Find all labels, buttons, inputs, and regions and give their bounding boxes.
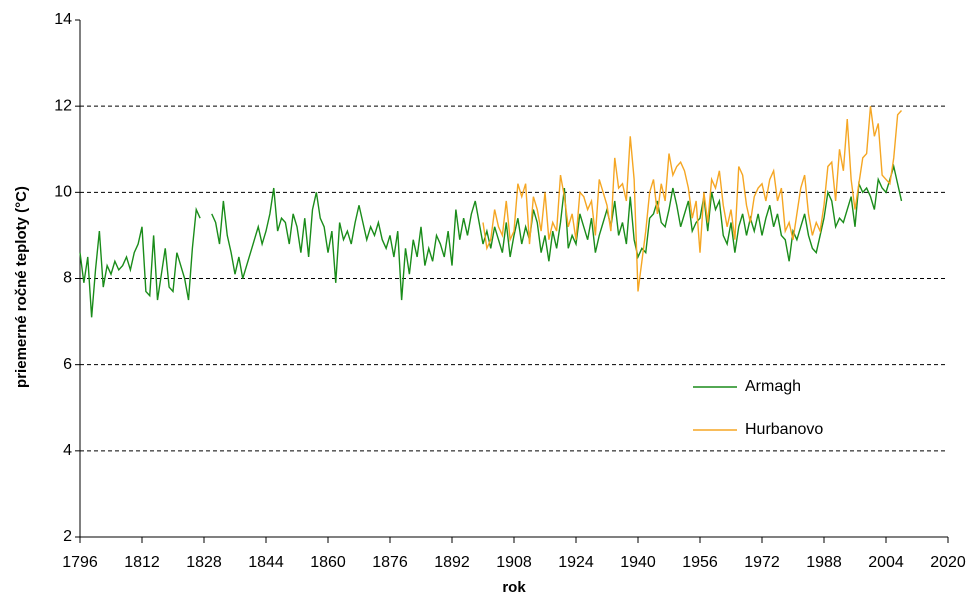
series-line bbox=[482, 106, 903, 292]
y-tick-label: 4 bbox=[63, 442, 72, 459]
x-tick-label: 1892 bbox=[434, 554, 470, 571]
x-tick-label: 2020 bbox=[930, 554, 966, 571]
x-tick-label: 1988 bbox=[806, 554, 842, 571]
x-tick-label: 1812 bbox=[124, 554, 160, 571]
x-tick-label: 1972 bbox=[744, 554, 780, 571]
x-tick-label: 1924 bbox=[558, 554, 594, 571]
x-tick-label: 2004 bbox=[868, 554, 904, 571]
y-tick-label: 12 bbox=[54, 97, 72, 114]
y-tick-label: 6 bbox=[63, 356, 72, 373]
x-axis-title: rok bbox=[502, 579, 526, 596]
x-tick-label: 1908 bbox=[496, 554, 532, 571]
legend-label: Armagh bbox=[745, 378, 801, 395]
x-tick-label: 1956 bbox=[682, 554, 718, 571]
y-tick-label: 8 bbox=[63, 270, 72, 287]
x-tick-label: 1876 bbox=[372, 554, 408, 571]
y-tick-label: 14 bbox=[54, 11, 72, 28]
x-tick-label: 1860 bbox=[310, 554, 346, 571]
y-tick-label: 2 bbox=[63, 528, 72, 545]
x-tick-label: 1940 bbox=[620, 554, 656, 571]
legend-label: Hurbanovo bbox=[745, 421, 823, 438]
series-line bbox=[79, 163, 903, 318]
x-tick-label: 1796 bbox=[62, 554, 98, 571]
y-axis-title: priemerné ročné teploty (°C) bbox=[13, 186, 30, 388]
y-tick-label: 10 bbox=[54, 184, 72, 201]
x-tick-label: 1828 bbox=[186, 554, 222, 571]
x-tick-label: 1844 bbox=[248, 554, 284, 571]
